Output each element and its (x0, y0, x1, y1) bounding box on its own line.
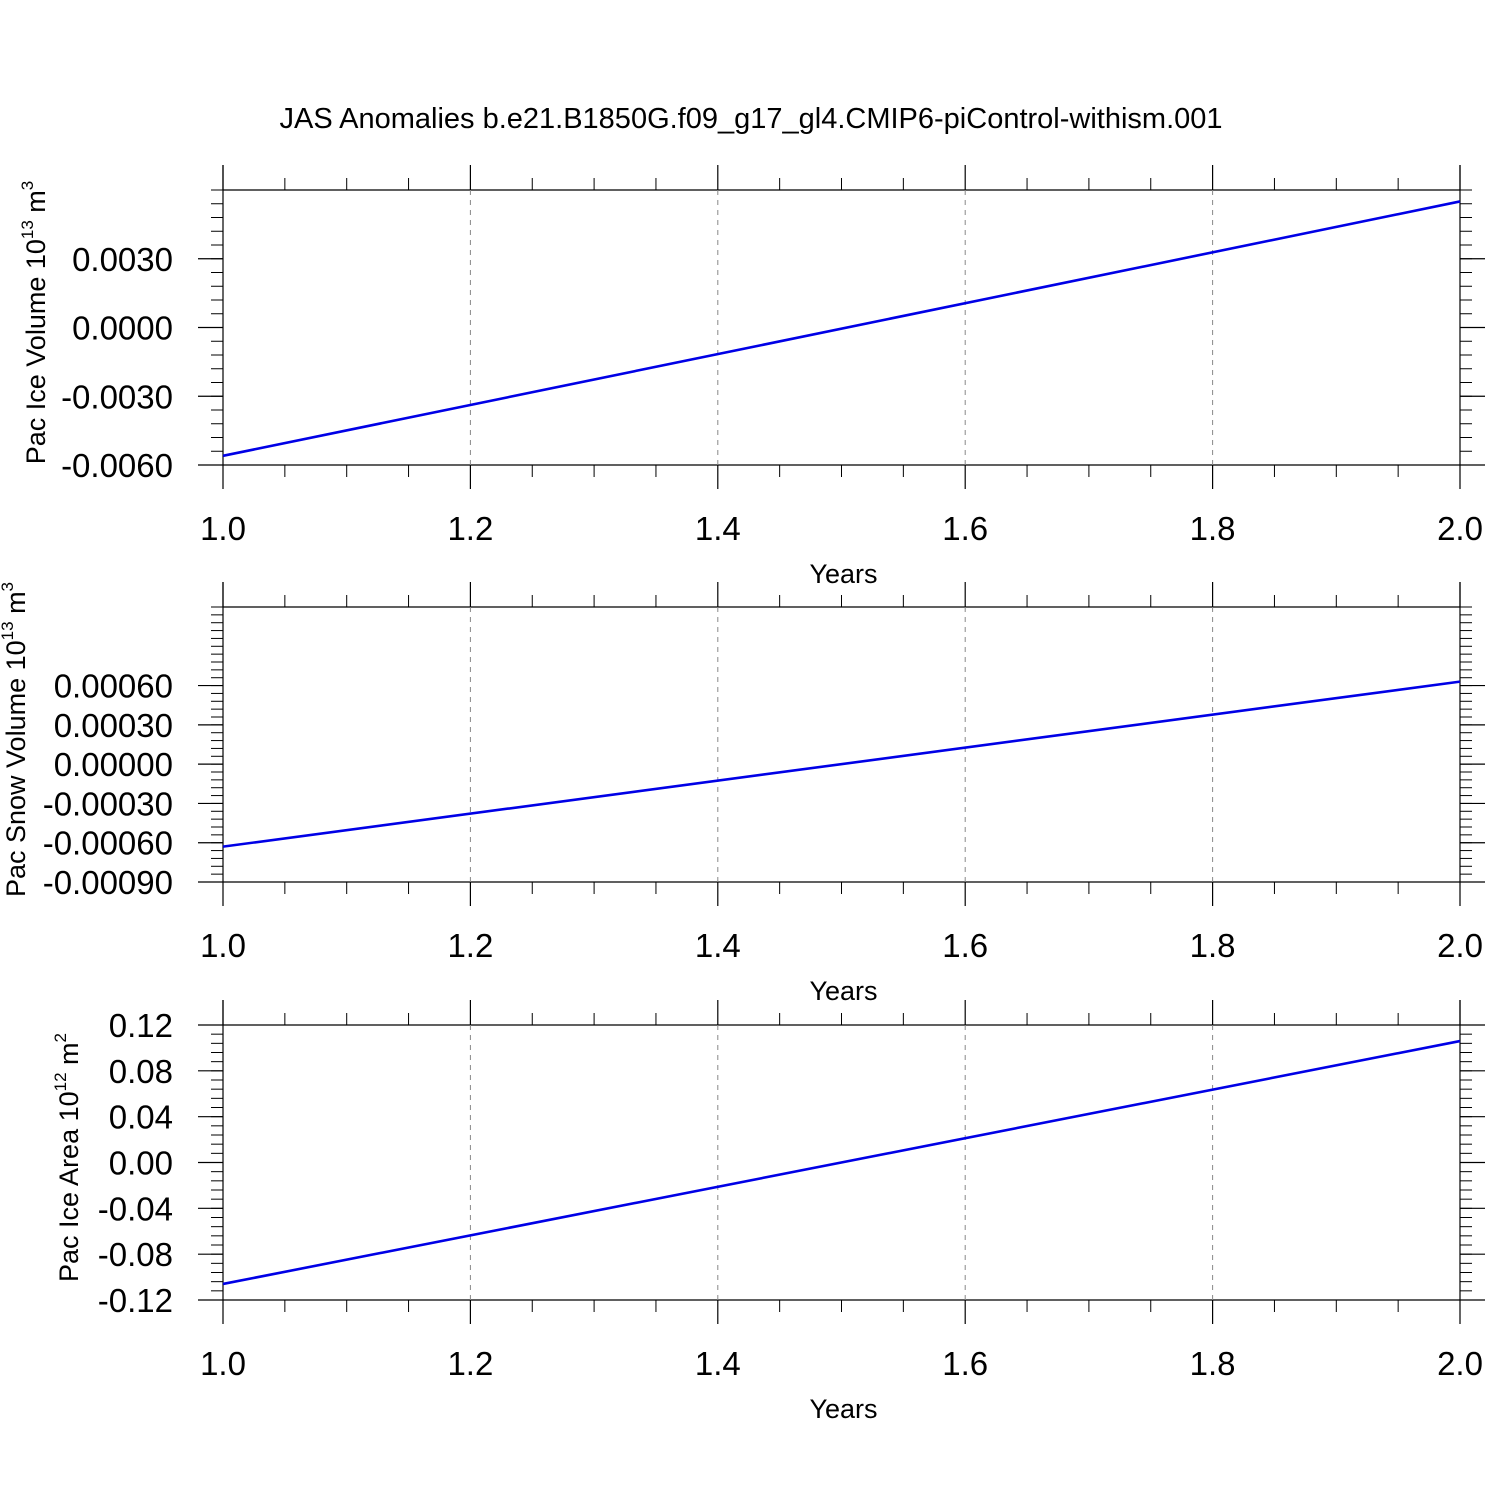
x-axis-label: Years (809, 976, 877, 1006)
y-tick-label: 0.04 (109, 1099, 173, 1136)
series-line (222, 200, 1461, 458)
x-tick-label: 2.0 (1437, 927, 1483, 964)
y-tick-label: 0.00 (109, 1145, 173, 1182)
y-tick-label: 0.08 (109, 1053, 173, 1090)
x-tick-label: 1.6 (942, 927, 988, 964)
x-tick-label: 1.4 (695, 510, 741, 547)
x-axis-label: Years (809, 559, 877, 589)
y-tick-label: 0.0030 (72, 241, 173, 278)
y-tick-label: 0.00060 (54, 668, 173, 705)
x-tick-label: 2.0 (1437, 510, 1483, 547)
y-tick-label: 0.00000 (54, 746, 173, 783)
y-tick-label: -0.12 (98, 1282, 173, 1319)
x-tick-label: 1.4 (695, 927, 741, 964)
x-tick-label: 1.6 (942, 510, 988, 547)
x-tick-label: 2.0 (1437, 1345, 1483, 1382)
panel-2: 1.0 1.2 1.4 1.6 1.8 2.00.000600.000300.00000-… (0, 582, 1485, 1006)
x-tick-label: 1.0 (200, 510, 246, 547)
chart-title: JAS Anomalies b.e21.B1850G.f09_g17_gl4.C… (279, 103, 1222, 135)
y-axis-label: Pac Ice Volume 1013 m3 (18, 181, 51, 465)
y-tick-label: -0.0060 (61, 447, 173, 484)
y-tick-label: 0.12 (109, 1007, 173, 1044)
panel-3: 1.0 1.2 1.4 1.6 1.8 2.0 0.12 0.08 0.04 0.00 -0.04 -… (51, 1000, 1485, 1424)
y-axis-label: Pac Ice Area 1012 m2 (51, 1033, 84, 1282)
x-tick-label: 1.0 (200, 1345, 246, 1382)
x-tick-label: 1.6 (942, 1345, 988, 1382)
x-tick-label: 1.4 (695, 1345, 741, 1382)
x-tick-label: 1.8 (1190, 1345, 1236, 1382)
panel-1: 1.0 1.2 1.4 1.6 1.8 2.0 0.0030 0.0000 -0.0030 -0.… (18, 165, 1485, 589)
x-axis-label: Years (809, 1394, 877, 1424)
y-tick-label: 0.00030 (54, 707, 173, 744)
y-tick-label: -0.04 (98, 1190, 173, 1227)
x-tick-label: 1.2 (447, 510, 493, 547)
x-tick-label: 1.2 (447, 927, 493, 964)
x-tick-label: 1.2 (447, 1345, 493, 1382)
y-axis-label: Pac Snow Volume 1013 m3 (0, 582, 31, 897)
x-tick-label: 1.8 (1190, 510, 1236, 547)
y-tick-label: -0.08 (98, 1236, 173, 1273)
series-line (222, 1039, 1461, 1286)
y-tick-label: -0.00090 (43, 864, 173, 901)
y-tick-label: -0.00030 (43, 785, 173, 822)
y-tick-label: -0.0030 (61, 378, 173, 415)
y-tick-label: -0.00060 (43, 825, 173, 862)
y-tick-label: 0.0000 (72, 310, 173, 347)
x-tick-label: 1.0 (200, 927, 246, 964)
x-tick-label: 1.8 (1190, 927, 1236, 964)
series-line (222, 680, 1461, 848)
